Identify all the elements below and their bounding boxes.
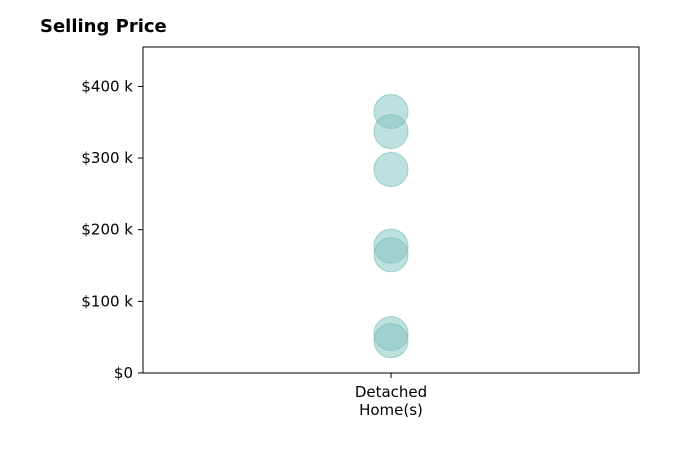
y-tick-label: $0 [114,364,133,382]
chart-title: Selling Price [40,16,167,37]
x-tick-label: Detached Home(s) [355,383,427,419]
y-tick-label: $300 k [81,149,133,167]
data-point [373,152,409,188]
data-point [373,323,409,359]
y-tick-label: $200 k [81,221,133,239]
data-point [373,237,409,273]
y-tick-label: $100 k [81,292,133,310]
data-point [373,114,409,150]
y-tick-label: $400 k [81,77,133,95]
